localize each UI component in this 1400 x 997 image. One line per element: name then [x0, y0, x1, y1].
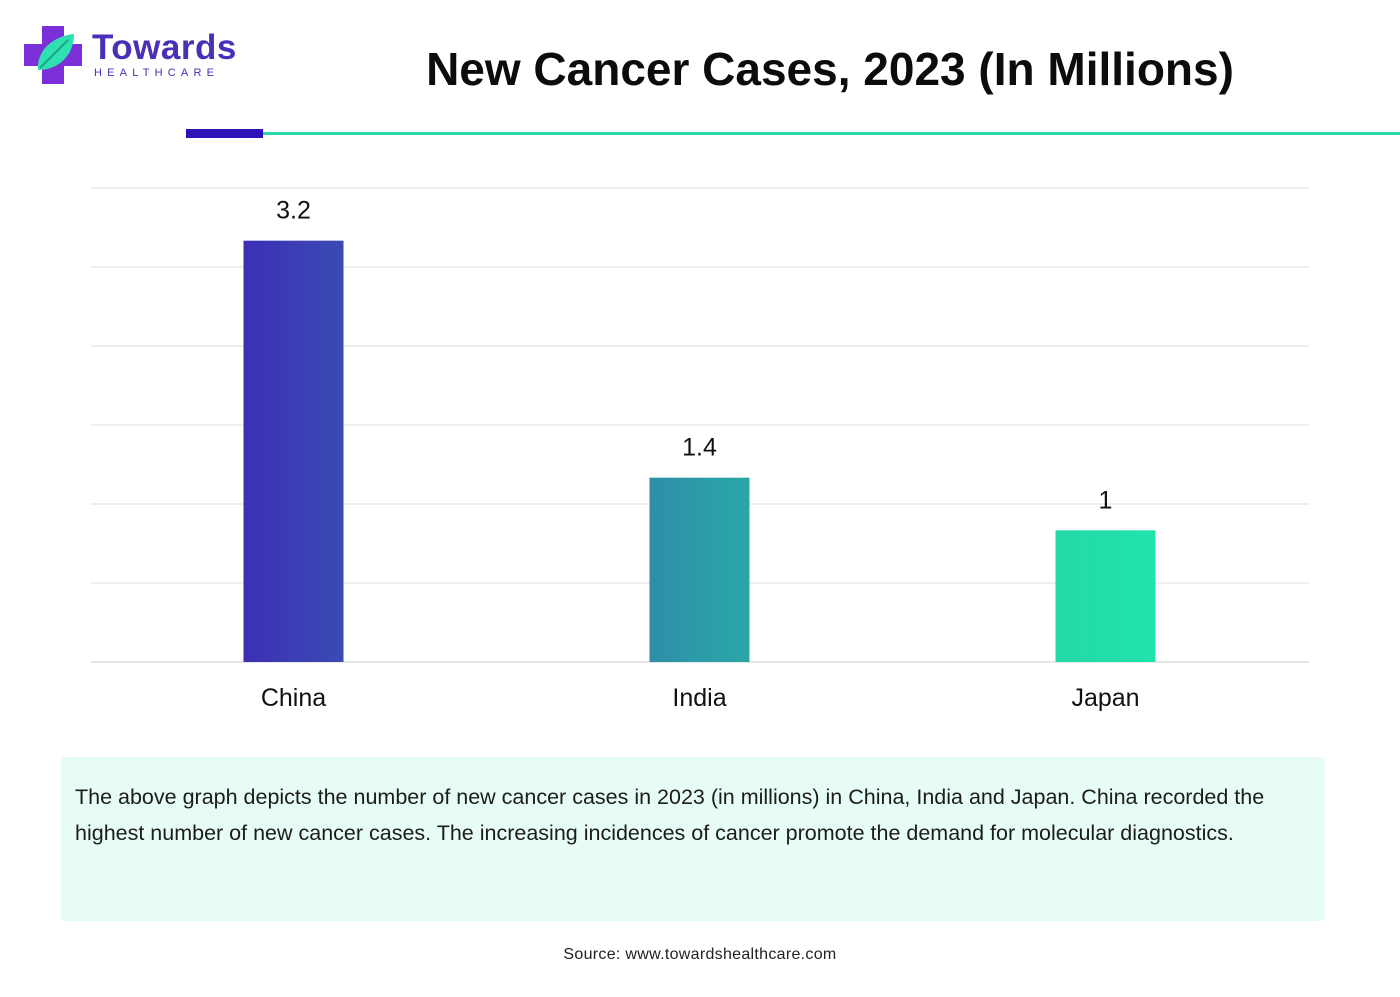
value-labels: 3.2 1.4 1: [276, 197, 1112, 515]
bar-india: [649, 477, 750, 662]
value-label-india: 1.4: [682, 434, 717, 462]
bar-japan: [1055, 530, 1156, 662]
bar-china: [243, 240, 344, 662]
cross-leaf-icon: [24, 26, 82, 84]
chart-title: New Cancer Cases, 2023 (In Millions): [426, 43, 1234, 95]
category-label-china: China: [261, 684, 326, 712]
title-rule-accent: [186, 129, 263, 138]
source-credit: Source: www.towardshealthcare.com: [563, 946, 837, 963]
brand-logo: Towards HEALTHCARE: [22, 24, 236, 86]
category-labels: China India Japan: [261, 684, 1140, 712]
value-label-china: 3.2: [276, 197, 311, 225]
chart-description: The above graph depicts the number of ne…: [61, 757, 1325, 921]
category-label-india: India: [672, 684, 726, 712]
bars: [243, 240, 1156, 662]
brand-subtitle: HEALTHCARE: [94, 67, 220, 79]
category-label-japan: Japan: [1071, 684, 1139, 712]
value-label-japan: 1: [1099, 486, 1113, 514]
brand-name: Towards: [92, 28, 237, 67]
bar-chart: 3.2 1.4 1 China India Japan: [91, 187, 1309, 712]
title-rule-line: [263, 132, 1400, 135]
